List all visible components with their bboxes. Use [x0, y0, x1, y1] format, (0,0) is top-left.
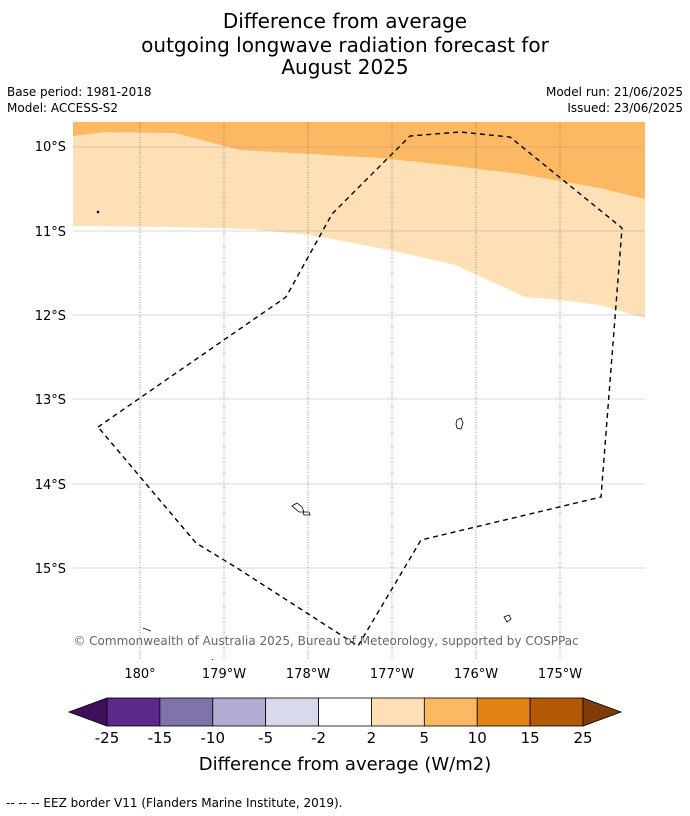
lat-label-13s: 13°S — [35, 393, 66, 408]
island-wallis-futuna-2 — [302, 511, 311, 516]
lon-label-180: 180° — [124, 667, 155, 682]
model-name: Model: ACCESS-S2 — [7, 101, 119, 115]
colorbar-tick-label: 15 — [521, 729, 540, 747]
coastlines — [96, 210, 512, 660]
lat-label-14s: 14°S — [35, 478, 66, 493]
colorbar-tick-label: -2 — [311, 729, 326, 747]
lat-label-10s: 10°S — [35, 140, 66, 155]
colorbar-tick-label: -10 — [201, 729, 226, 747]
lon-label-178w: 178°W — [286, 667, 330, 682]
lat-label-12s: 12°S — [35, 309, 66, 324]
colorbar-tick-label: 10 — [468, 729, 487, 747]
colorbar-tick-label: -25 — [95, 729, 120, 747]
colorbar-label: Difference from average (W/m2) — [199, 754, 491, 775]
lon-label-179w: 179°W — [202, 667, 246, 682]
colorbar: -25 -15 -10 -5 -2 2 5 10 15 25 — [67, 697, 623, 747]
colorbar-segment — [212, 697, 267, 727]
lon-label-177w: 177°W — [370, 667, 414, 682]
colorbar-tick-label: 25 — [573, 729, 592, 747]
copyright-text: © Commonwealth of Australia 2025, Bureau… — [73, 634, 578, 648]
colorbar-extend-low — [67, 697, 108, 727]
island-wallis-futuna — [291, 502, 305, 513]
colorbar-segment — [265, 697, 319, 727]
lat-gridlines — [73, 146, 645, 569]
colorbar-tick-label: -5 — [258, 729, 273, 747]
anomaly-region-5-10 — [73, 122, 645, 199]
island-rotuma-fragment — [142, 627, 152, 632]
issued-date: Issued: 23/06/2025 — [567, 101, 683, 115]
title-line-1: Difference from average — [222, 9, 468, 33]
colorbar-extend-high — [582, 697, 623, 727]
lon-label-176w: 176°W — [454, 667, 498, 682]
colorbar-tick-label: 5 — [420, 729, 430, 747]
colorbar-segment — [318, 697, 372, 727]
eez-border — [96, 131, 623, 647]
island-fragment-2 — [211, 658, 214, 660]
model-run: Model run: 21/06/2025 — [545, 85, 683, 99]
title-line-2: outgoing longwave radiation forecast for — [141, 33, 549, 57]
colorbar-segment — [423, 697, 478, 727]
colorbar-tick-label: 2 — [367, 729, 377, 747]
lat-label-15s: 15°S — [35, 562, 66, 577]
colorbar-tick-label: -15 — [148, 729, 173, 747]
lon-label-175w: 175°W — [538, 667, 582, 682]
map-panel: © Commonwealth of Australia 2025, Bureau… — [73, 122, 645, 660]
island-niuatoputapu — [503, 614, 512, 623]
island-niuafoou — [455, 417, 464, 430]
eez-footnote: -- -- -- EEZ border V11 (Flanders Marine… — [6, 796, 343, 810]
island-dot — [96, 210, 100, 214]
colorbar-segment — [371, 697, 425, 727]
colorbar-segment — [476, 697, 531, 727]
colorbar-segment — [106, 697, 161, 727]
colorbar-segment — [529, 697, 584, 727]
lat-label-11s: 11°S — [35, 225, 66, 240]
lon-gridlines — [139, 122, 561, 660]
base-period: Base period: 1981-2018 — [7, 85, 152, 99]
colorbar-segment — [159, 697, 214, 727]
title-line-3: August 2025 — [281, 55, 409, 79]
